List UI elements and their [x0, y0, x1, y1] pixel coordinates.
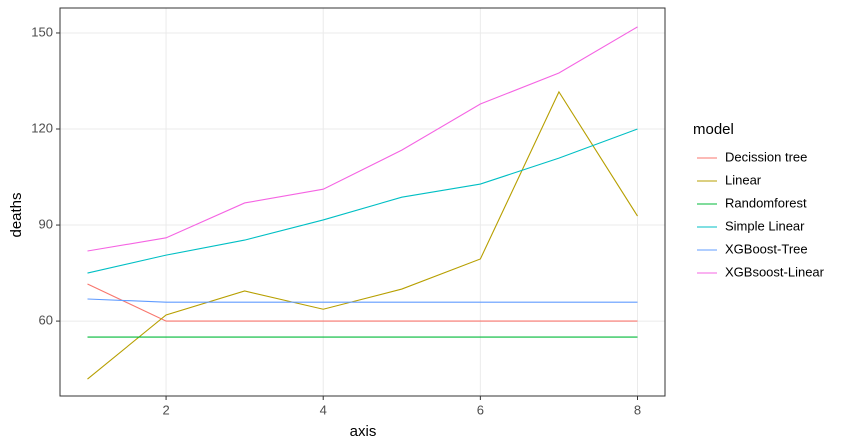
- legend-label: Randomforest: [725, 195, 807, 210]
- y-tick-label: 150: [31, 24, 53, 39]
- legend-label: Simple Linear: [725, 218, 805, 233]
- series-line: [87, 90, 638, 380]
- y-tick-label: 90: [39, 216, 53, 231]
- legend-label: Decission tree: [725, 149, 807, 164]
- y-tick-label: 120: [31, 120, 53, 135]
- y-tick-label: 60: [39, 313, 53, 328]
- legend-label: XGBoost-Tree: [725, 241, 808, 256]
- legend-label: XGBsoost-Linear: [725, 264, 825, 279]
- x-tick-label: 6: [477, 402, 484, 417]
- legend-title: model: [693, 121, 734, 138]
- x-tick-label: 8: [634, 402, 641, 417]
- x-tick-label: 2: [162, 402, 169, 417]
- x-axis-title: axis: [350, 423, 377, 440]
- series-line: [87, 26, 638, 252]
- x-tick-label: 4: [320, 402, 327, 417]
- legend-label: Linear: [725, 172, 762, 187]
- plot-border: [59, 7, 666, 397]
- series-line: [87, 283, 638, 322]
- series-line: [87, 128, 638, 274]
- y-axis-title: deaths: [8, 192, 25, 237]
- series-line: [87, 298, 638, 303]
